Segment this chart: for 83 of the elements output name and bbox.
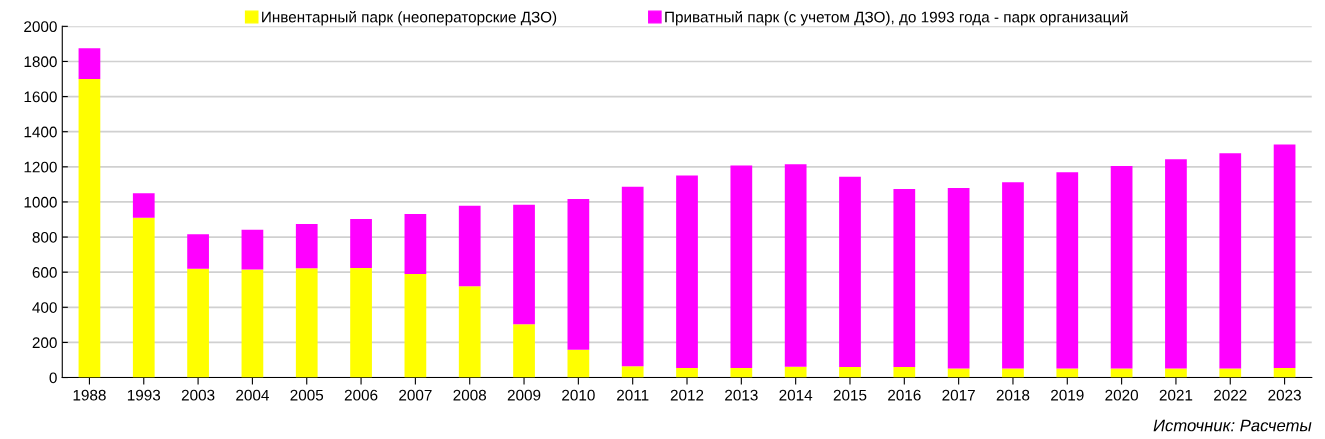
x-tick-label: 2005 — [290, 389, 324, 401]
bar — [621, 186, 644, 367]
x-tick-label: 2014 — [779, 389, 813, 401]
x-tick-label: 2007 — [399, 389, 432, 401]
bar — [621, 366, 644, 378]
y-tick-label: 1600 — [24, 91, 57, 103]
y-tick-label: 1400 — [24, 126, 57, 138]
bar — [132, 193, 155, 218]
x-tick-label: 2015 — [833, 389, 867, 401]
bar — [404, 213, 427, 275]
bar — [513, 324, 535, 378]
legend-label: Инвентарный парк (неоператорские ДЗО) — [262, 10, 557, 26]
bar — [241, 269, 264, 378]
x-tick-label: 2008 — [453, 389, 487, 401]
bar — [350, 267, 372, 378]
y-tick-label: 600 — [32, 267, 57, 278]
bar — [1165, 368, 1187, 378]
bar — [676, 175, 698, 368]
x-tick-label: 2006 — [344, 389, 378, 401]
y-tick-label: 1200 — [24, 161, 57, 173]
bar — [458, 205, 481, 287]
bar — [513, 204, 535, 325]
bar — [1165, 159, 1187, 369]
bar — [676, 367, 698, 378]
bar — [839, 367, 861, 378]
x-tick-label: 2023 — [1268, 389, 1301, 401]
bar — [187, 268, 209, 378]
bar — [1219, 368, 1242, 378]
bar — [1110, 165, 1133, 369]
bar — [1273, 367, 1296, 378]
x-tick-label: 2012 — [670, 389, 704, 401]
bar — [458, 286, 481, 378]
x-tick-label: 2004 — [236, 389, 269, 401]
bar — [241, 229, 264, 270]
x-tick-label: 2009 — [507, 389, 541, 401]
bar — [839, 176, 861, 367]
bar — [295, 223, 318, 269]
x-tick-label: 2013 — [725, 389, 758, 401]
bar — [132, 217, 155, 378]
x-tick-label: 2011 — [617, 389, 649, 401]
y-tick-label: 1800 — [24, 56, 57, 68]
x-tick-label: 2003 — [181, 389, 215, 401]
bar — [1002, 182, 1024, 369]
bar — [893, 367, 916, 378]
y-tick-label: 1000 — [24, 196, 57, 208]
x-tick-label: 2016 — [888, 389, 921, 401]
legend-label: Приватный парк (с учетом ДЗО), до 1993 года - парк организаций — [665, 10, 1128, 26]
bar — [567, 349, 590, 378]
bar — [404, 274, 427, 378]
bar — [78, 48, 101, 80]
bar — [947, 188, 970, 369]
y-tick-label: 0 — [49, 372, 57, 384]
bar — [893, 188, 916, 367]
x-tick-label: 1988 — [73, 389, 106, 401]
x-tick-label: 2022 — [1214, 389, 1247, 401]
bar — [1056, 172, 1079, 369]
bar — [567, 198, 590, 350]
bar — [947, 368, 970, 378]
bar — [1219, 153, 1242, 369]
bar — [295, 268, 318, 378]
y-tick-label: 800 — [32, 231, 57, 243]
x-tick-label: 2010 — [562, 389, 595, 401]
x-tick-label: 2019 — [1051, 389, 1084, 401]
bar — [1110, 368, 1133, 378]
y-tick-label: 200 — [32, 337, 57, 349]
x-tick-label: 2020 — [1105, 389, 1139, 401]
bar — [730, 367, 753, 378]
y-tick-label: 400 — [32, 302, 57, 313]
bar — [1002, 368, 1024, 378]
bar — [350, 218, 372, 268]
bar — [1273, 144, 1296, 368]
x-tick-label: 1993 — [127, 389, 161, 401]
x-tick-label: 2021 — [1159, 389, 1193, 401]
bar — [784, 366, 807, 378]
bar — [1056, 368, 1079, 378]
bar — [730, 165, 753, 368]
x-tick-label: 2018 — [996, 389, 1030, 401]
x-tick-label: 2017 — [942, 389, 975, 401]
bar — [78, 79, 101, 378]
y-tick-label: 2000 — [24, 21, 57, 33]
bar — [187, 234, 209, 269]
text: Источник: Расчеты — [1153, 419, 1312, 432]
bar — [784, 164, 807, 367]
